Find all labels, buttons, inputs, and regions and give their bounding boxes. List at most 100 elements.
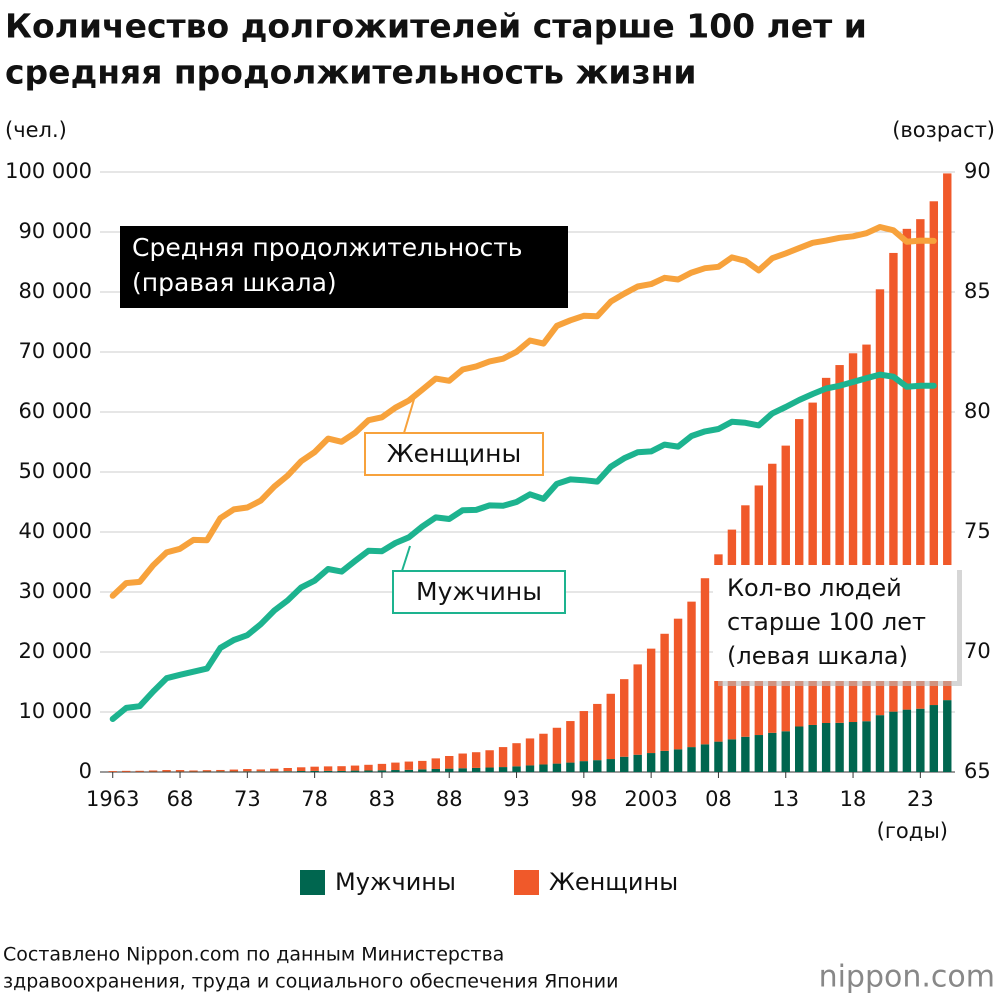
y2-tick-label: 65 (964, 759, 991, 783)
annotation-text: (левая шкала) (727, 642, 908, 670)
bar (445, 769, 453, 772)
bar (324, 771, 332, 772)
leader-line (402, 546, 410, 571)
bar (553, 728, 561, 764)
bar (512, 743, 520, 766)
annotation-text: (правая шкала) (132, 268, 337, 297)
bar (566, 763, 574, 772)
bar (297, 771, 305, 772)
bar (432, 769, 440, 772)
bar (284, 768, 292, 771)
y-tick-label: 0 (79, 759, 92, 783)
bar (580, 761, 588, 772)
bar (526, 765, 534, 772)
bar (903, 710, 911, 772)
legend-label: Мужчины (335, 868, 456, 896)
bar (835, 723, 843, 772)
bar (458, 754, 466, 769)
annotation-text: Средняя продолжительность (132, 233, 523, 262)
bar (351, 766, 359, 771)
bar (499, 747, 507, 767)
bar (405, 762, 413, 770)
y2-tick-label: 80 (964, 399, 991, 423)
y2-tick-label: 70 (964, 639, 991, 663)
y-tick-label: 60 000 (19, 399, 92, 423)
bar (647, 753, 655, 772)
bar (674, 619, 682, 750)
x-tick-label: 93 (503, 787, 530, 811)
annotation-text: Кол-во людей (727, 574, 902, 602)
x-tick-label: 08 (705, 787, 732, 811)
legend-label: Женщины (549, 868, 678, 896)
bar (418, 761, 426, 769)
bar (351, 771, 359, 772)
y2-tick-label: 90 (964, 159, 991, 183)
bar (297, 767, 305, 771)
x-tick-label: 18 (840, 787, 867, 811)
x-tick-label: 98 (570, 787, 597, 811)
x-tick-label: 1963 (86, 787, 139, 811)
x-axis-label: (годы) (877, 819, 948, 843)
chart-title: Количество долгожителей старше 100 лет и (5, 7, 867, 46)
y-tick-label: 40 000 (19, 519, 92, 543)
bar (337, 771, 345, 772)
bar (176, 770, 184, 772)
x-tick-label: 88 (436, 787, 463, 811)
bar (620, 679, 628, 757)
bar (122, 771, 130, 772)
bar (607, 759, 615, 772)
bar (916, 709, 924, 772)
bar (782, 731, 790, 772)
bar (216, 771, 224, 772)
bar (633, 664, 641, 754)
bar (243, 769, 251, 771)
bar (364, 765, 372, 771)
bar (512, 766, 520, 772)
bar (472, 768, 480, 772)
bar (203, 770, 211, 771)
y-tick-label: 70 000 (19, 339, 92, 363)
bar (795, 726, 803, 772)
bar (230, 770, 238, 772)
bar (485, 768, 493, 772)
y-tick-label: 20 000 (19, 639, 92, 663)
y2-tick-label: 85 (964, 279, 991, 303)
bar (162, 770, 170, 772)
line-label: Женщины (387, 439, 522, 468)
bar (149, 770, 157, 771)
bar (633, 755, 641, 772)
legend: Мужчины Женщины (300, 868, 678, 896)
bar (257, 771, 265, 772)
bar (270, 769, 278, 772)
bar (566, 721, 574, 763)
bar (660, 751, 668, 772)
bar (539, 734, 547, 765)
bar (580, 711, 588, 761)
bar (391, 770, 399, 772)
bar (607, 694, 615, 759)
y-axis-label: (чел.) (5, 118, 67, 142)
x-tick-label: 13 (772, 787, 799, 811)
line-label: Мужчины (416, 577, 542, 606)
legend-swatch (514, 870, 539, 895)
annotation-text: старше 100 лет (727, 608, 926, 636)
bar (445, 756, 453, 769)
bar (270, 771, 278, 772)
bar (499, 767, 507, 772)
bar (647, 649, 655, 753)
bar (674, 749, 682, 772)
logo: nippon.com (819, 960, 995, 995)
x-tick-label: 78 (301, 787, 328, 811)
x-tick-label: 23 (907, 787, 934, 811)
bar (687, 747, 695, 772)
bar (472, 752, 480, 768)
bar (310, 771, 318, 772)
y-tick-label: 90 000 (19, 219, 92, 243)
x-tick-label: 68 (167, 787, 194, 811)
bar (216, 770, 224, 771)
bar (741, 737, 749, 772)
bar (849, 722, 857, 772)
bar (876, 715, 884, 772)
bar (755, 735, 763, 772)
bar (485, 750, 493, 767)
